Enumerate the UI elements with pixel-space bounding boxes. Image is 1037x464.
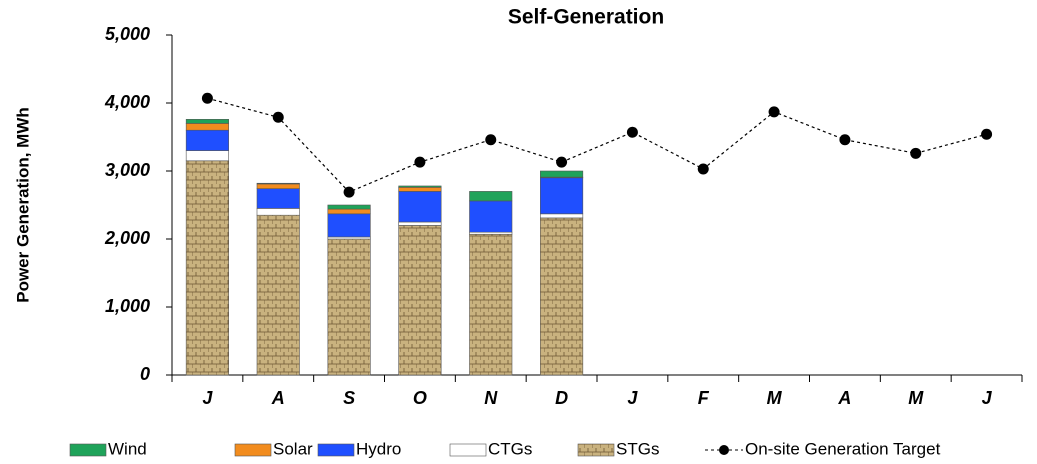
bar-texture xyxy=(186,160,229,375)
y-tick-label: 2,000 xyxy=(104,228,150,248)
target-point xyxy=(910,147,922,159)
x-tick-label: O xyxy=(413,388,427,408)
legend-label: Hydro xyxy=(356,439,401,458)
bar-segment xyxy=(469,231,513,235)
x-tick-label: A xyxy=(271,388,285,408)
x-tick-label: J xyxy=(627,388,638,408)
bar-texture xyxy=(327,239,371,375)
bar-segment xyxy=(469,191,513,202)
legend-swatch xyxy=(317,443,355,457)
y-tick-label: 4,000 xyxy=(104,92,150,112)
bar-segment xyxy=(540,213,584,219)
x-tick-label: M xyxy=(908,388,924,408)
bar-segment xyxy=(327,213,371,238)
legend-label: Solar xyxy=(273,439,313,458)
bar-segment xyxy=(256,183,300,189)
chart-title: Self-Generation xyxy=(508,6,664,29)
y-tick-label: 0 xyxy=(140,364,150,384)
x-tick-label: F xyxy=(698,388,710,408)
target-point xyxy=(697,163,709,175)
legend-label: CTGs xyxy=(488,439,532,458)
bar-texture xyxy=(398,225,442,375)
target-point xyxy=(343,186,355,198)
bar-segment xyxy=(256,208,300,216)
legend-label: On-site Generation Target xyxy=(745,439,941,458)
bar-segment xyxy=(256,182,300,185)
x-tick-label: S xyxy=(343,388,355,408)
legend-label: STGs xyxy=(616,439,659,458)
bar-segment xyxy=(398,191,442,223)
bar-segment xyxy=(540,177,584,215)
target-point xyxy=(839,134,851,146)
legend-swatch xyxy=(234,443,272,457)
target-point xyxy=(556,156,568,168)
x-tick-label: A xyxy=(837,388,851,408)
target-point xyxy=(981,128,993,140)
y-tick-label: 5,000 xyxy=(105,24,150,44)
legend-swatch xyxy=(449,443,487,457)
legend-texture xyxy=(578,444,614,456)
x-tick-label: M xyxy=(767,388,783,408)
legend-swatch xyxy=(69,443,107,457)
bar-segment xyxy=(185,123,229,131)
y-axis-label: Power Generation, MWh xyxy=(13,107,32,303)
x-tick-label: D xyxy=(555,388,568,408)
target-point xyxy=(201,92,213,104)
bar-texture xyxy=(540,217,583,375)
bar-segment xyxy=(540,170,584,178)
bar-segment xyxy=(398,185,442,188)
target-point xyxy=(768,106,780,118)
target-point xyxy=(272,111,284,123)
bar-texture xyxy=(257,215,300,375)
legend-label: Wind xyxy=(108,439,147,458)
bar-texture xyxy=(469,234,512,375)
bar-segment xyxy=(469,200,513,233)
target-point xyxy=(626,126,638,138)
bar-segment xyxy=(185,119,229,124)
bar-segment xyxy=(327,208,371,215)
legend-marker xyxy=(719,445,729,455)
bar-segment xyxy=(185,129,229,151)
bar-segment xyxy=(185,150,229,162)
y-tick-label: 3,000 xyxy=(105,160,150,180)
x-tick-label: J xyxy=(202,388,213,408)
x-tick-label: J xyxy=(982,388,993,408)
bar-segment xyxy=(398,187,442,192)
target-line xyxy=(207,97,987,193)
target-point xyxy=(414,156,426,168)
y-tick-label: 1,000 xyxy=(105,296,150,316)
target-point xyxy=(485,134,497,146)
bar-segment xyxy=(398,221,442,226)
bar-segment xyxy=(256,188,300,209)
bar-segment xyxy=(327,204,371,210)
bar-segment xyxy=(327,236,371,240)
x-tick-label: N xyxy=(484,388,498,408)
